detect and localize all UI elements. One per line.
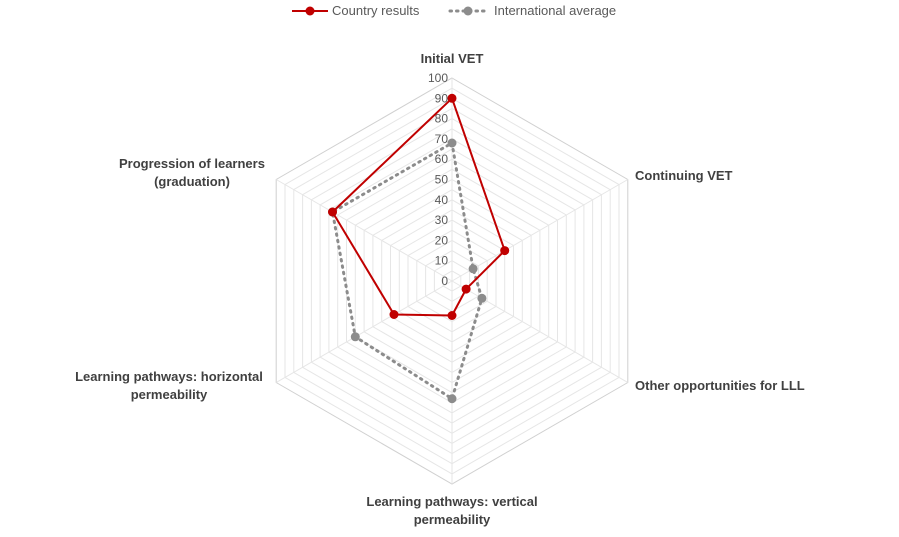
axis-spoke	[275, 280, 453, 383]
category-label: Continuing VET	[635, 168, 733, 183]
tick-label: 30	[435, 213, 449, 227]
tick-label: 90	[435, 91, 449, 105]
category-label: Other opportunities for LLL	[635, 378, 805, 393]
legend-marker	[463, 6, 473, 16]
category-label: Initial VET	[421, 51, 484, 66]
category-labels: Initial VET Continuing VET Other opportuni…	[75, 51, 805, 527]
series-point	[461, 284, 471, 294]
series-point	[328, 207, 337, 217]
axis-spoke	[451, 179, 629, 282]
tick-label: 0	[441, 274, 448, 288]
tick-label: 60	[435, 152, 449, 166]
legend-label: International average	[494, 3, 616, 18]
series-point	[500, 246, 510, 256]
category-label: Progression of learners (graduation)	[119, 156, 265, 189]
legend-marker	[305, 6, 315, 16]
chart-legend: Country results International average	[292, 3, 616, 18]
radial-tick-labels: 0 10 20 30 40 50 60 70 80 90 100	[428, 71, 448, 288]
legend-item: International average	[448, 3, 616, 18]
legend-item: Country results	[292, 3, 420, 18]
category-label: Learning pathways: horizontal permeabilit…	[75, 369, 263, 402]
tick-label: 40	[435, 193, 449, 207]
tick-label: 20	[435, 233, 449, 247]
axis-spoke	[275, 179, 453, 282]
series-point	[468, 264, 478, 274]
series-point	[350, 332, 360, 342]
tick-label: 100	[428, 71, 448, 85]
legend-label: Country results	[332, 3, 420, 18]
series-point	[447, 394, 457, 404]
series-point	[447, 311, 457, 320]
category-label: Learning pathways: vertical permeability	[366, 494, 537, 527]
tick-label: 80	[435, 112, 449, 126]
series-point	[477, 293, 487, 303]
data-series	[328, 93, 510, 404]
series-point	[447, 138, 457, 148]
tick-label: 10	[435, 254, 449, 268]
series-point	[389, 310, 399, 319]
tick-label: 50	[435, 173, 449, 187]
series-point	[447, 93, 457, 103]
tick-label: 70	[435, 132, 449, 146]
